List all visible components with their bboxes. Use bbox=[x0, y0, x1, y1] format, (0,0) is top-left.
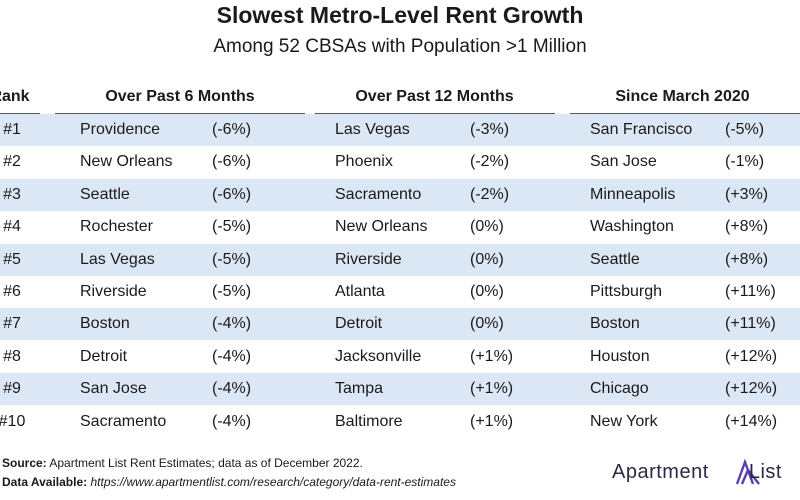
metro-name: Riverside bbox=[335, 250, 402, 268]
metro-name: Chicago bbox=[590, 380, 649, 398]
rent-change: (-2%) bbox=[470, 153, 510, 171]
rent-change: (+1%) bbox=[470, 412, 514, 430]
row-band bbox=[0, 178, 800, 211]
rent-change: (-6%) bbox=[212, 185, 252, 203]
metro-name: Boston bbox=[80, 315, 130, 333]
rent-change: (-4%) bbox=[212, 380, 252, 398]
column-header: Rank bbox=[0, 88, 30, 105]
rent-change: (+14%) bbox=[725, 412, 778, 430]
header-rule bbox=[315, 113, 555, 114]
metro-name: San Jose bbox=[590, 153, 657, 171]
metro-name: Detroit bbox=[80, 347, 128, 365]
rank: #6 bbox=[3, 283, 21, 300]
header-rule bbox=[0, 113, 40, 114]
metro-name: Baltimore bbox=[335, 412, 403, 430]
rank: #8 bbox=[3, 347, 21, 365]
title: Slowest Metro-Level Rent Growth bbox=[216, 2, 584, 28]
rent-change: (-6%) bbox=[212, 153, 252, 171]
header-rule bbox=[570, 113, 800, 114]
row-band bbox=[0, 373, 800, 406]
column-header: Since March 2020 bbox=[615, 88, 750, 105]
rent-change: (+12%) bbox=[725, 347, 778, 365]
metro-name: Houston bbox=[590, 347, 650, 365]
rank: #2 bbox=[3, 153, 21, 171]
rank: #1 bbox=[3, 121, 21, 138]
column-header: Over Past 12 Months bbox=[355, 88, 514, 105]
subtitle: Among 52 CBSAs with Population >1 Millio… bbox=[213, 36, 587, 57]
metro-name: Providence bbox=[80, 121, 161, 138]
rent-change: (+12%) bbox=[725, 380, 778, 398]
rent-change: (-1%) bbox=[725, 153, 765, 171]
row-band bbox=[0, 243, 800, 276]
metro-name: New Orleans bbox=[335, 218, 428, 236]
rent-change: (0%) bbox=[470, 250, 504, 268]
data-line: Data Available: https://www.apartmentlis… bbox=[2, 475, 456, 489]
rent-change: (-5%) bbox=[725, 121, 765, 138]
metro-name: Pittsburgh bbox=[590, 283, 663, 300]
rent-change: (-4%) bbox=[212, 412, 252, 430]
rent-change: (-5%) bbox=[212, 250, 252, 268]
rent-change: (0%) bbox=[470, 218, 504, 236]
rent-change: (-5%) bbox=[212, 218, 252, 236]
metro-name: Boston bbox=[590, 315, 640, 333]
rent-change: (+11%) bbox=[725, 283, 776, 300]
logo-wordmark: Apartment List bbox=[612, 461, 782, 483]
metro-name: Rochester bbox=[80, 218, 153, 236]
rent-change: (-6%) bbox=[212, 121, 252, 138]
rank: #9 bbox=[3, 380, 21, 398]
metro-name: Las Vegas bbox=[335, 121, 410, 138]
metro-name: New Orleans bbox=[80, 153, 173, 171]
rank: #10 bbox=[0, 412, 26, 430]
metro-name: Sacramento bbox=[335, 185, 422, 203]
metro-name: Las Vegas bbox=[80, 250, 155, 268]
logo-icon bbox=[735, 458, 760, 485]
rent-change: (+8%) bbox=[725, 250, 769, 268]
metro-name: New York bbox=[590, 412, 658, 430]
rank: #5 bbox=[3, 250, 21, 268]
metro-name: San Francisco bbox=[590, 121, 693, 138]
rent-change: (-4%) bbox=[212, 347, 252, 365]
metro-name: Seattle bbox=[80, 185, 130, 203]
header-rule bbox=[55, 113, 305, 114]
row-band bbox=[0, 114, 800, 146]
source-text: Apartment List Rent Estimates; data as o… bbox=[49, 456, 363, 470]
rent-change: (-4%) bbox=[212, 315, 252, 333]
rent-change: (+3%) bbox=[725, 185, 769, 203]
metro-name: Tampa bbox=[335, 380, 384, 398]
rank: #4 bbox=[3, 218, 21, 236]
rent-change: (-2%) bbox=[470, 185, 510, 203]
metro-name: Washington bbox=[590, 218, 674, 236]
rent-change: (-5%) bbox=[212, 283, 252, 300]
metro-name: Minneapolis bbox=[590, 185, 676, 203]
source-label: Source: bbox=[2, 456, 47, 470]
metro-name: Sacramento bbox=[80, 412, 167, 430]
metro-name: Seattle bbox=[590, 250, 640, 268]
source-line: Source: Apartment List Rent Estimates; d… bbox=[2, 456, 363, 470]
rent-change: (+1%) bbox=[470, 380, 514, 398]
row-band bbox=[0, 308, 800, 341]
rank: #3 bbox=[3, 185, 21, 203]
metro-name: Phoenix bbox=[335, 153, 393, 171]
rent-change: (+11%) bbox=[725, 315, 776, 333]
rank: #7 bbox=[3, 315, 21, 333]
rent-change: (-3%) bbox=[470, 121, 510, 138]
metro-name: San Jose bbox=[80, 380, 147, 398]
data-url[interactable]: https://www.apartmentlist.com/research/c… bbox=[90, 475, 456, 489]
metro-name: Jacksonville bbox=[335, 347, 422, 365]
metro-name: Atlanta bbox=[335, 283, 385, 300]
rent-change: (+8%) bbox=[725, 218, 769, 236]
metro-name: Detroit bbox=[335, 315, 383, 333]
logo-text: Apartment List bbox=[612, 461, 782, 484]
metro-name: Riverside bbox=[80, 283, 147, 300]
rent-change: (0%) bbox=[470, 283, 504, 300]
column-header: Over Past 6 Months bbox=[105, 88, 255, 105]
rent-change: (0%) bbox=[470, 315, 504, 333]
data-label: Data Available: bbox=[2, 475, 88, 489]
rent-change: (+1%) bbox=[470, 347, 514, 365]
